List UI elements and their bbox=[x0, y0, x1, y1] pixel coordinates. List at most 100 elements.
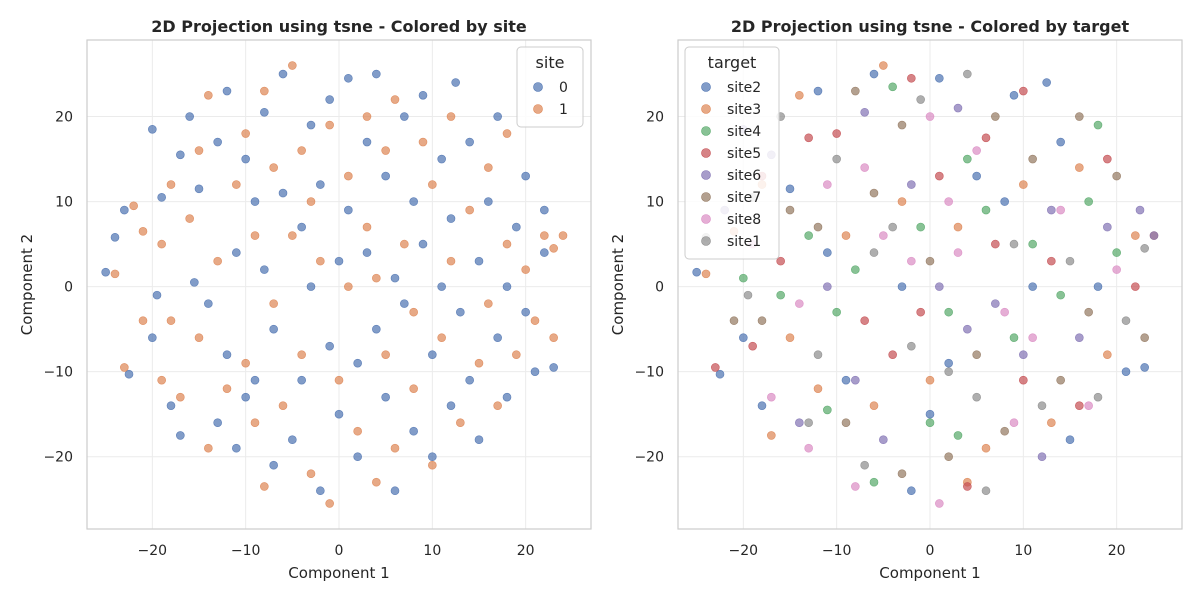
point-site1 bbox=[813, 350, 823, 359]
point-site5 bbox=[916, 307, 925, 317]
point-0 bbox=[493, 112, 502, 121]
point-site2 bbox=[925, 409, 935, 419]
point-site8 bbox=[823, 180, 832, 189]
point-1 bbox=[390, 95, 400, 104]
point-1 bbox=[260, 86, 269, 96]
point-0 bbox=[530, 367, 540, 376]
point-1 bbox=[344, 171, 353, 181]
point-1 bbox=[381, 146, 390, 155]
point-1 bbox=[484, 299, 493, 308]
point-1 bbox=[129, 201, 138, 211]
point-site2 bbox=[1028, 282, 1037, 291]
point-site4 bbox=[1084, 197, 1093, 206]
x-tick-label: 20 bbox=[1108, 543, 1126, 559]
point-site2 bbox=[972, 171, 981, 181]
point-1 bbox=[325, 499, 334, 508]
point-site2 bbox=[1121, 367, 1131, 376]
point-site3 bbox=[1103, 350, 1112, 359]
point-0 bbox=[344, 205, 353, 215]
legend-marker-0 bbox=[533, 82, 543, 92]
point-site3 bbox=[869, 401, 879, 410]
point-site2 bbox=[1000, 197, 1009, 206]
point-site1 bbox=[1093, 392, 1103, 402]
point-site3 bbox=[795, 90, 804, 100]
x-tick-label: −20 bbox=[138, 543, 168, 559]
point-site1 bbox=[1037, 401, 1047, 410]
point-site4 bbox=[823, 405, 832, 415]
point-site5 bbox=[860, 316, 869, 325]
point-1 bbox=[138, 316, 148, 325]
point-site8 bbox=[767, 392, 776, 402]
point-1 bbox=[437, 333, 446, 342]
point-0 bbox=[222, 350, 232, 359]
point-0 bbox=[390, 486, 400, 496]
point-site3 bbox=[1047, 418, 1056, 427]
point-1 bbox=[297, 146, 306, 155]
point-site5 bbox=[907, 73, 916, 83]
point-0 bbox=[521, 307, 530, 317]
point-0 bbox=[152, 290, 162, 300]
point-site1 bbox=[972, 392, 981, 402]
legend-label-1: 1 bbox=[559, 102, 568, 118]
plot-frame bbox=[86, 39, 592, 530]
point-site5 bbox=[1047, 256, 1056, 266]
x-tick-label: −10 bbox=[822, 543, 852, 559]
point-0 bbox=[362, 248, 372, 257]
point-1 bbox=[353, 426, 362, 436]
point-site2 bbox=[757, 401, 767, 410]
point-0 bbox=[484, 197, 493, 206]
point-site8 bbox=[935, 499, 944, 508]
point-site1 bbox=[743, 290, 753, 300]
plot-frame bbox=[677, 39, 1183, 530]
point-0 bbox=[325, 95, 334, 104]
x-tick-label: 20 bbox=[517, 543, 535, 559]
point-site3 bbox=[1019, 180, 1028, 189]
point-1 bbox=[474, 358, 484, 368]
legend-label-site3: site3 bbox=[727, 102, 761, 118]
y-tick-label: −20 bbox=[43, 450, 73, 466]
point-0 bbox=[446, 214, 456, 223]
point-site4 bbox=[963, 154, 972, 164]
point-1 bbox=[185, 214, 194, 223]
point-1 bbox=[194, 146, 204, 155]
point-site7 bbox=[1112, 171, 1121, 181]
point-site5 bbox=[1019, 375, 1028, 385]
chart-title: 2D Projection using tsne - Colored by ta… bbox=[731, 17, 1130, 36]
point-site7 bbox=[897, 120, 907, 130]
point-site7 bbox=[972, 350, 981, 359]
legend-label-0: 0 bbox=[559, 80, 568, 96]
point-0 bbox=[418, 239, 428, 249]
point-site6 bbox=[907, 180, 916, 189]
point-site6 bbox=[963, 324, 972, 334]
point-site8 bbox=[1084, 401, 1093, 410]
point-site6 bbox=[1135, 205, 1145, 215]
point-1 bbox=[362, 112, 372, 121]
point-site1 bbox=[804, 418, 813, 427]
point-site4 bbox=[1112, 248, 1121, 257]
point-1 bbox=[241, 129, 250, 138]
point-0 bbox=[428, 350, 437, 359]
point-1 bbox=[362, 222, 372, 232]
point-site5 bbox=[888, 350, 897, 359]
point-site5 bbox=[1019, 86, 1028, 96]
point-0 bbox=[232, 248, 241, 257]
point-site7 bbox=[1000, 426, 1009, 436]
point-1 bbox=[502, 129, 512, 138]
point-1 bbox=[250, 418, 260, 427]
point-site4 bbox=[869, 477, 879, 487]
y-tick-label: −20 bbox=[634, 450, 664, 466]
point-1 bbox=[222, 384, 232, 393]
point-site7 bbox=[869, 188, 879, 198]
point-site2 bbox=[692, 267, 701, 277]
point-site7 bbox=[925, 256, 935, 266]
point-site2 bbox=[1140, 363, 1149, 372]
point-site2 bbox=[1056, 137, 1065, 147]
point-0 bbox=[502, 282, 512, 291]
x-tick-label: −20 bbox=[729, 543, 759, 559]
legend-label-site8: site8 bbox=[727, 212, 761, 228]
point-0 bbox=[297, 222, 306, 232]
point-1 bbox=[166, 316, 176, 325]
point-site4 bbox=[776, 290, 785, 300]
point-site2 bbox=[739, 333, 748, 342]
point-site1 bbox=[981, 486, 991, 496]
